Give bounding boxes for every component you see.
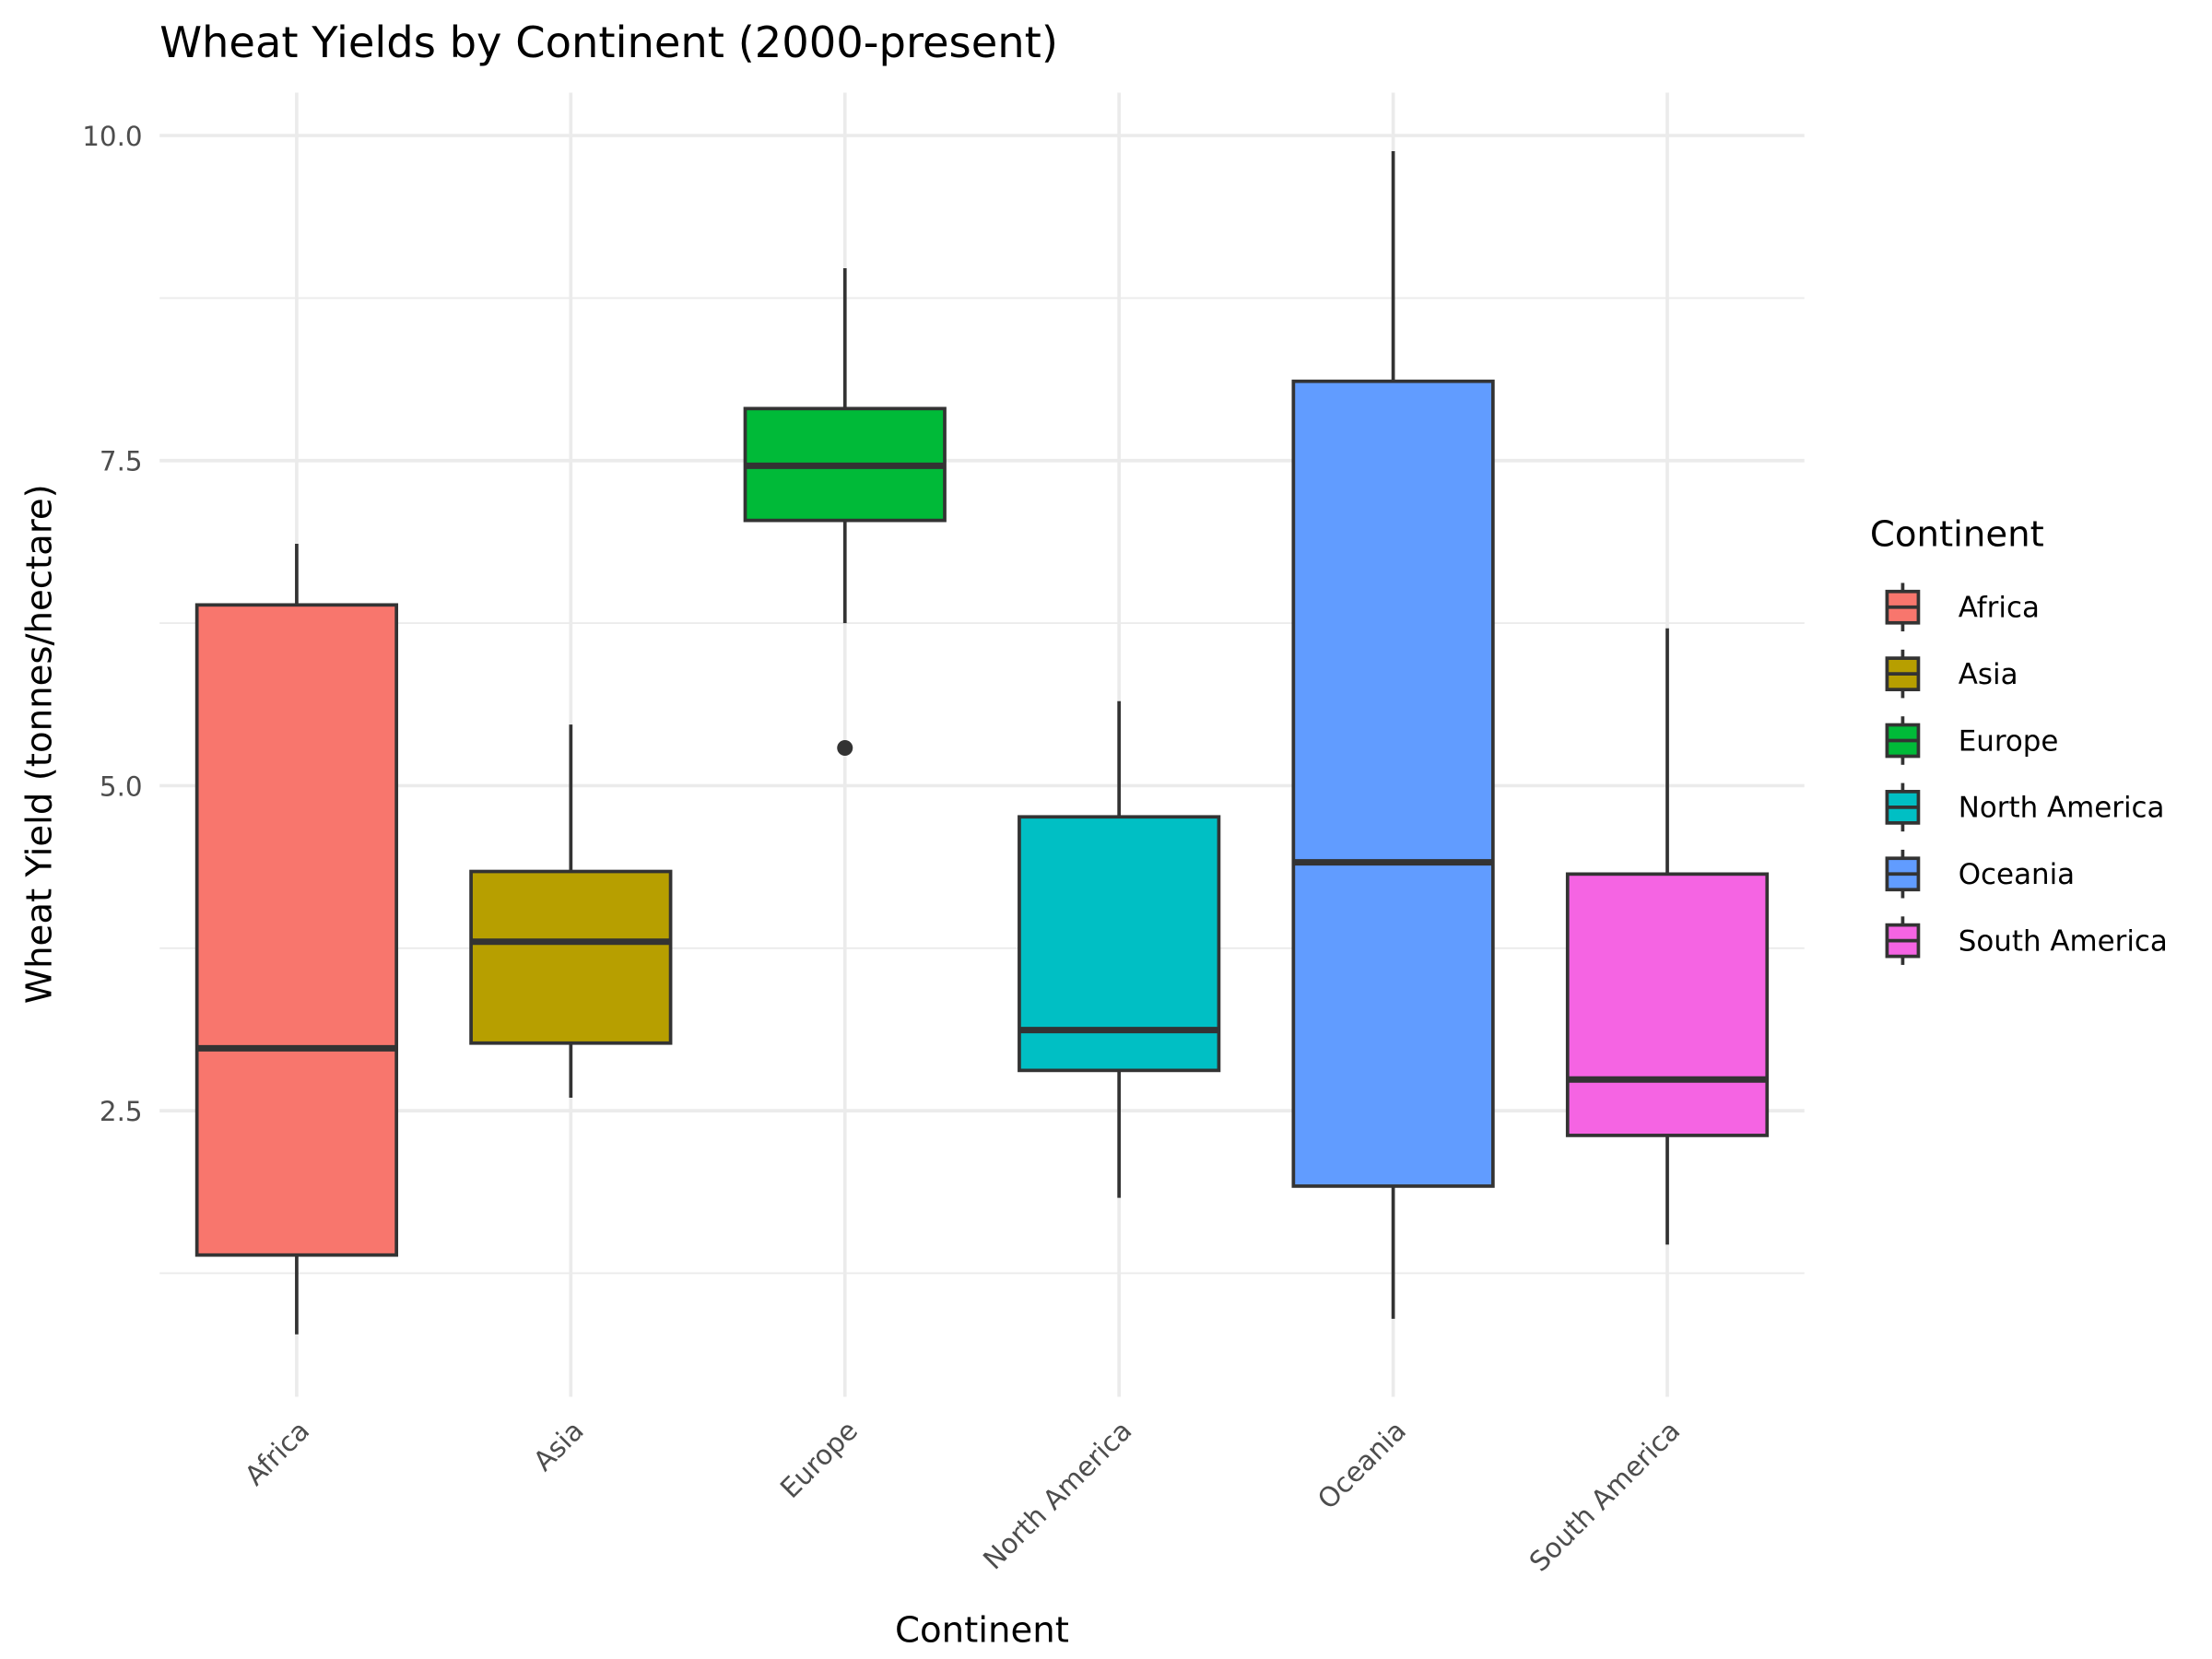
y-axis-label: Wheat Yield (tonnes/hectare) (19, 484, 61, 1004)
legend-label: Oceania (1959, 858, 2075, 891)
x-tick-label: North America (977, 1415, 1137, 1575)
x-axis-label: Continent (895, 1609, 1069, 1651)
legend-label: North America (1959, 792, 2165, 825)
y-tick-label: 2.5 (100, 1096, 143, 1127)
x-tick-label: Oceania (1312, 1415, 1412, 1515)
legend-item: South America (1885, 916, 2168, 965)
box-asia (469, 724, 673, 1098)
box-iqr (1291, 379, 1495, 1188)
box-oceania (1291, 150, 1495, 1319)
y-tick-label: 10.0 (82, 121, 142, 152)
y-axis-ticks: 2.5 5.0 7.5 10.0 (82, 121, 142, 1127)
x-tick-label: Europe (774, 1415, 864, 1504)
legend-item: Oceania (1885, 849, 2075, 899)
box-iqr (1565, 872, 1770, 1137)
box-iqr (469, 869, 673, 1045)
box-north-america (1018, 700, 1221, 1198)
grid (159, 92, 1805, 1397)
x-tick-label: Asia (527, 1415, 590, 1477)
legend-item: North America (1885, 782, 2165, 832)
y-tick-label: 5.0 (100, 771, 143, 802)
box-iqr (194, 603, 399, 1257)
legend-label: Africa (1959, 592, 2040, 625)
box-south-america (1565, 628, 1770, 1245)
x-axis-ticks: Africa Asia Europe North America Oceania Sout… (239, 1415, 1686, 1578)
outlier-point (837, 740, 853, 757)
legend: Africa Asia Europe North America Oceania Sout… (1885, 582, 2168, 965)
legend-label: Asia (1959, 658, 2018, 691)
x-tick-label: Africa (239, 1415, 315, 1491)
y-tick-label: 7.5 (100, 446, 143, 477)
legend-item: Asia (1885, 649, 2018, 699)
box-europe (743, 267, 947, 757)
legend-title: Continent (1870, 513, 2044, 555)
boxes (194, 150, 1770, 1335)
legend-label: Europe (1959, 724, 2059, 758)
legend-item: Africa (1885, 582, 2040, 632)
chart-title: Wheat Yields by Continent (2000-present) (159, 18, 1058, 67)
legend-label: South America (1959, 924, 2168, 958)
legend-item: Europe (1885, 716, 2059, 765)
x-tick-label: South America (1524, 1415, 1687, 1578)
box-africa (194, 544, 399, 1335)
